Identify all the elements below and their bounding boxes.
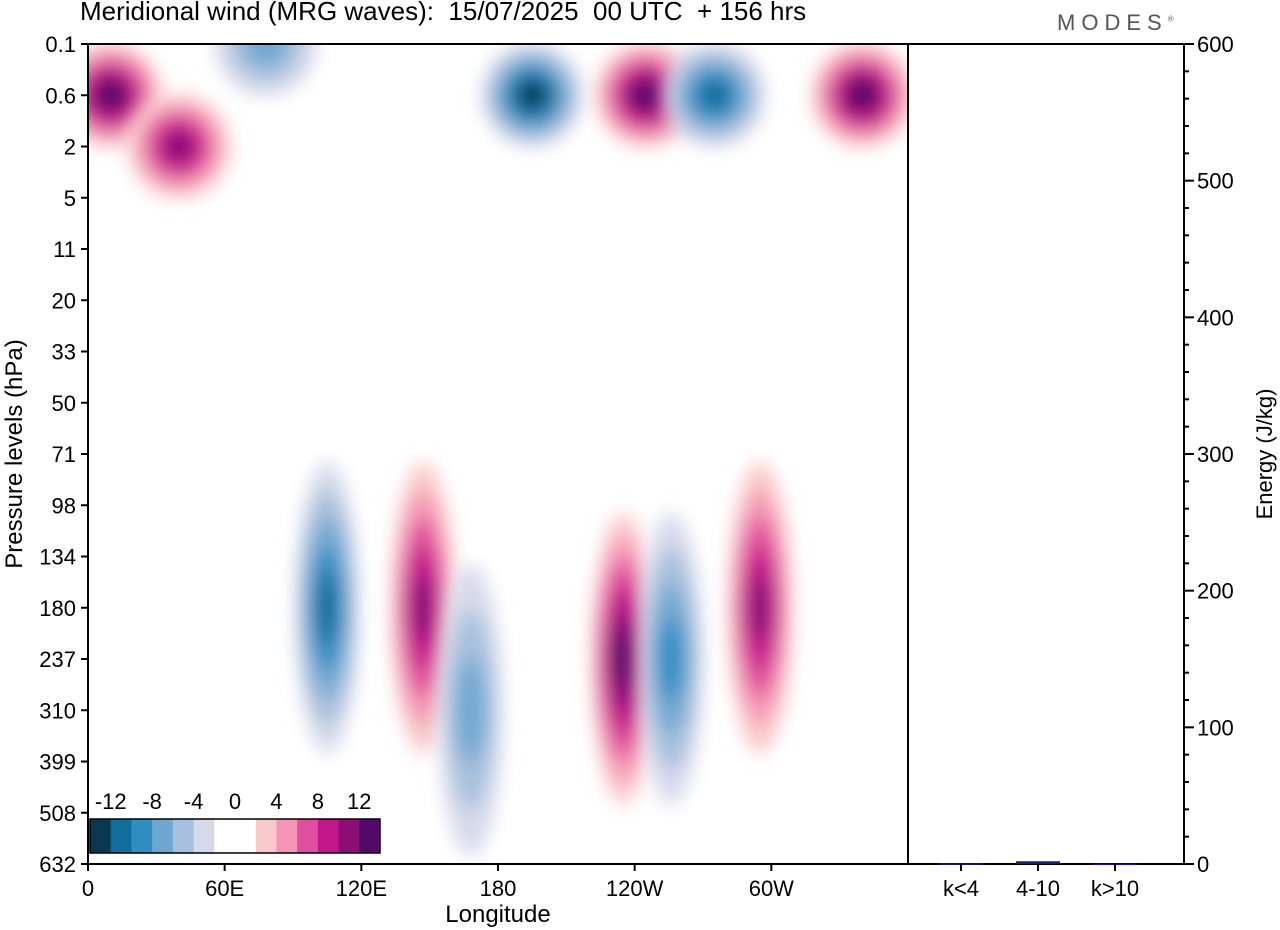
colorbar: -12 -8 -4 0 4 8 12 [89, 789, 381, 854]
wind-anomaly-negative-5 [663, 44, 766, 148]
energy-axis-label: Energy (J/kg) [1252, 389, 1277, 520]
y-tick-label: 508 [39, 801, 76, 826]
colorbar-swatch [338, 819, 360, 853]
wind-anomaly-negative-11 [639, 513, 704, 805]
energy-category-label: k>10 [1091, 876, 1139, 901]
contour-level [612, 629, 634, 689]
colorbar-swatch [110, 819, 132, 853]
colorbar-swatch [235, 819, 257, 853]
colorbar-label: 4 [270, 789, 282, 814]
colorbar-swatch [152, 819, 174, 853]
y-tick-label: 180 [39, 596, 76, 621]
y-tick-label: 98 [52, 493, 76, 518]
energy-bar [1016, 861, 1060, 864]
x-tick-label: 60E [205, 876, 244, 901]
contour-level [315, 573, 339, 642]
energy-tick-label: 200 [1197, 579, 1234, 604]
energy-tick-label: 0 [1197, 852, 1209, 877]
energy-tick-label: 500 [1197, 169, 1234, 194]
y-tick-label: 0.6 [45, 83, 76, 108]
y-axis-label: Pressure levels (hPa) [1, 339, 28, 568]
y-tick-label: 71 [52, 442, 76, 467]
wind-anomaly-positive-6 [811, 44, 908, 148]
wind-anomaly-negative-7 [295, 461, 360, 754]
y-tick-label: 5 [64, 186, 76, 211]
energy-tick-label: 100 [1197, 715, 1234, 740]
wind-anomaly-negative-9 [438, 564, 503, 857]
colorbar-label: 12 [347, 789, 371, 814]
wind-anomaly-positive-8 [390, 461, 455, 754]
axes: 0.1 0.6 2 5 11 20 33 50 71 98 134 180 237 310 399 508 63… [1, 32, 794, 928]
contour-level [97, 81, 125, 109]
y-tick-label: 310 [39, 698, 76, 723]
energy-bars: 0 100 200 300 400 500 600 Energy (J/kg) k<4 4-10 k… [939, 32, 1277, 901]
wind-anomaly-negative-3 [481, 44, 584, 148]
wind-anomaly-positive-10 [591, 513, 656, 805]
x-axis-label: Longitude [445, 901, 550, 928]
colorbar-label: -4 [184, 789, 204, 814]
brand-mark: ® [1167, 14, 1174, 24]
y-tick-label: 11 [53, 237, 76, 262]
y-tick-label: 237 [39, 647, 76, 672]
colorbar-swatch [276, 819, 298, 853]
colorbar-swatch [297, 819, 319, 853]
contour-level [244, 44, 287, 66]
y-tick-label: 50 [52, 391, 76, 416]
y-tick-label: 399 [39, 750, 76, 775]
y-tick-label: 134 [39, 545, 76, 570]
colorbar-label: -12 [95, 789, 127, 814]
colorbar-label: 8 [312, 789, 324, 814]
contour-level [518, 81, 546, 109]
brand-name: MODES [1057, 10, 1168, 35]
colorbar-swatch [255, 819, 277, 853]
colorbar-swatch [172, 819, 195, 853]
energy-tick-label: 600 [1197, 32, 1234, 57]
energy-category-label: k<4 [943, 876, 979, 901]
wind-anomaly-positive-12 [727, 461, 792, 754]
contour-level [748, 573, 772, 642]
colorbar-swatch [214, 819, 236, 853]
contour-level [411, 573, 435, 642]
colorbar-label: 0 [229, 789, 241, 814]
energy-panel-frame [907, 43, 1185, 865]
colorbar-swatch [359, 819, 381, 853]
y-tick-label: 20 [52, 288, 76, 313]
colorbar-frame [89, 818, 381, 854]
x-tick-label: 0 [82, 876, 94, 901]
x-tick-label: 120W [606, 876, 664, 901]
colorbar-swatch [193, 819, 215, 853]
y-tick-label: 632 [39, 852, 76, 877]
contour-level [848, 81, 876, 109]
contour-level [632, 81, 660, 109]
wind-anomaly-negative-2 [214, 44, 317, 96]
y-tick-label: 33 [52, 340, 76, 365]
contour-level [164, 131, 195, 162]
y-tick-label: 0.1 [45, 32, 76, 57]
chart-title: Meridional wind (MRG waves): 15/07/2025 … [80, 0, 807, 26]
wind-anomaly-positive-1 [128, 94, 231, 199]
energy-tick-label: 400 [1197, 305, 1234, 330]
contour-level [658, 618, 684, 700]
x-tick-label: 60W [749, 876, 794, 901]
x-tick-label: 180 [480, 876, 517, 901]
contour-level [699, 80, 730, 111]
colorbar-label: -8 [142, 789, 162, 814]
y-tick-label: 2 [64, 135, 76, 160]
colorbar-swatch [131, 819, 153, 853]
wind-field [88, 44, 908, 857]
x-tick-label: 120E [336, 876, 387, 901]
colorbar-swatch [317, 819, 340, 853]
energy-category-label: 4-10 [1016, 876, 1060, 901]
colorbar-swatch [90, 819, 112, 853]
energy-tick-label: 300 [1197, 442, 1234, 467]
brand-logo: MODES® [1057, 10, 1174, 36]
contour-level [456, 657, 486, 763]
